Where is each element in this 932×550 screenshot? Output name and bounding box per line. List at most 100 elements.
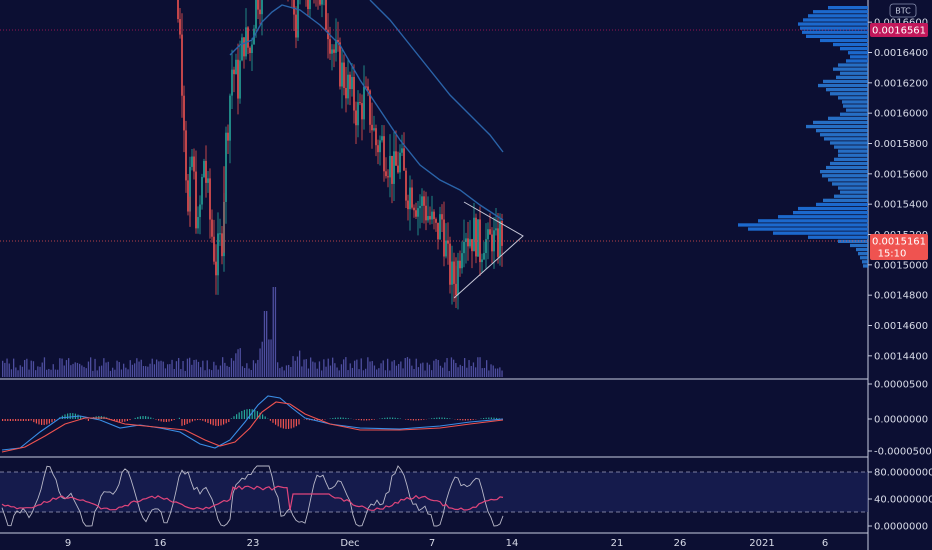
- candle-body: [251, 44, 253, 54]
- candle-body: [185, 130, 187, 181]
- candle-body: [369, 90, 371, 125]
- volume-bar: [299, 350, 301, 377]
- candle-body: [229, 95, 231, 141]
- currency-badge[interactable]: [889, 3, 917, 18]
- macd-histogram-bar: [113, 419, 115, 421]
- macd-histogram-bar: [360, 419, 362, 421]
- volume-profile-bar: [863, 264, 868, 268]
- volume-bar: [486, 360, 488, 377]
- volume-bar: [180, 369, 182, 377]
- candle-body: [181, 34, 183, 96]
- macd-histogram-bar: [459, 419, 461, 421]
- candle-body: [387, 176, 389, 178]
- volume-profile-bar: [818, 83, 868, 88]
- candle-body: [293, 0, 295, 15]
- volume-bar: [499, 367, 501, 377]
- volume-bar: [461, 365, 464, 377]
- macd-histogram-bar: [358, 419, 360, 421]
- volume-bar: [387, 358, 389, 377]
- macd-histogram-bar: [449, 418, 451, 419]
- candle-body: [177, 0, 179, 20]
- candle-body: [243, 37, 245, 57]
- volume-bar: [492, 365, 494, 377]
- volume-bar: [376, 369, 378, 377]
- volume-profile-bar: [826, 165, 868, 170]
- price-axis[interactable]: 0.00166000.00164000.00162000.00160000.00…: [868, 18, 932, 533]
- volume-bar: [371, 361, 373, 377]
- macd-histogram-bar: [444, 417, 446, 419]
- volume-bar: [32, 361, 35, 377]
- macd-histogram-bar: [381, 418, 383, 419]
- volume-profile-bar: [848, 51, 868, 55]
- macd-panel[interactable]: [1, 395, 504, 453]
- candle-body: [463, 241, 465, 254]
- volume-profile-bar: [843, 104, 868, 108]
- volume-bar: [65, 360, 68, 377]
- macd-histogram-bar: [155, 419, 157, 420]
- macd-histogram-bar: [366, 419, 368, 421]
- macd-histogram-bar: [116, 419, 118, 422]
- volume-bar: [283, 370, 285, 377]
- volume-profile-bar: [802, 30, 868, 34]
- macd-histogram-bar: [290, 419, 292, 429]
- volume-profile-bar: [800, 26, 868, 30]
- candle-body: [399, 152, 401, 173]
- macd-histogram-bar: [87, 419, 89, 421]
- volume-bar: [497, 368, 499, 377]
- stoch-rsi-panel[interactable]: [0, 465, 868, 527]
- volume-bar: [378, 368, 380, 377]
- macd-histogram-bar: [230, 418, 232, 419]
- time-tick-label: 16: [154, 538, 167, 549]
- macd-histogram-bar: [392, 417, 394, 419]
- macd-histogram-bar: [415, 419, 417, 421]
- macd-histogram-bar: [472, 419, 474, 420]
- volume-bar: [274, 287, 277, 377]
- volume-bar: [327, 358, 329, 377]
- volume-profile-bar: [773, 231, 868, 235]
- current-price-value: 0.0015161: [872, 237, 926, 248]
- volume-bar: [186, 358, 189, 377]
- current-price-tag: [870, 234, 928, 260]
- volume-bar: [226, 365, 228, 377]
- time-axis[interactable]: 9 16 23 Dec 7 14 21 26 2021 6: [65, 538, 828, 549]
- volume-bar: [345, 357, 347, 377]
- volume-profile-bar: [828, 6, 868, 10]
- triangle-pattern[interactable]: [453, 201, 524, 299]
- volume-bar: [389, 370, 391, 377]
- candle-body: [431, 211, 433, 220]
- candle-body: [449, 243, 451, 285]
- volume-profile-bar: [860, 256, 868, 260]
- macd-histogram-bar: [493, 417, 495, 419]
- macd-histogram-bar: [15, 419, 17, 421]
- volume-bar: [426, 362, 428, 377]
- macd-histogram-bar: [467, 419, 469, 421]
- candle-body: [461, 253, 463, 269]
- volume-profile-bar: [862, 260, 868, 264]
- volume-bar: [270, 339, 272, 377]
- volume-profile-bar: [820, 38, 868, 43]
- macd-histogram-bar: [178, 417, 180, 419]
- candle-body: [197, 217, 199, 229]
- candle-body: [347, 74, 349, 99]
- candle-body: [441, 214, 443, 220]
- candlesticks[interactable]: [167, 0, 503, 310]
- rsi-tick-label: 80.0000000: [874, 468, 932, 479]
- ema-line-slow: [369, 0, 504, 153]
- volume-bar: [292, 356, 294, 377]
- macd-signal-line: [1, 401, 504, 453]
- macd-histogram-bar: [488, 417, 490, 419]
- macd-histogram-bar: [496, 417, 498, 419]
- macd-histogram-bar: [25, 419, 27, 421]
- volume-bar: [233, 360, 235, 377]
- volume-profile-bar: [803, 18, 868, 22]
- price-tick-label: 0.0015600: [874, 169, 928, 180]
- candle-body: [241, 37, 243, 61]
- candle-body: [215, 261, 217, 276]
- time-tick-label: 26: [674, 538, 687, 549]
- volume-bar: [197, 361, 200, 377]
- volume-profile-bar: [838, 239, 868, 243]
- macd-histogram-bar: [233, 416, 235, 419]
- volume-bar: [43, 357, 46, 377]
- time-tick-label: 14: [506, 538, 519, 549]
